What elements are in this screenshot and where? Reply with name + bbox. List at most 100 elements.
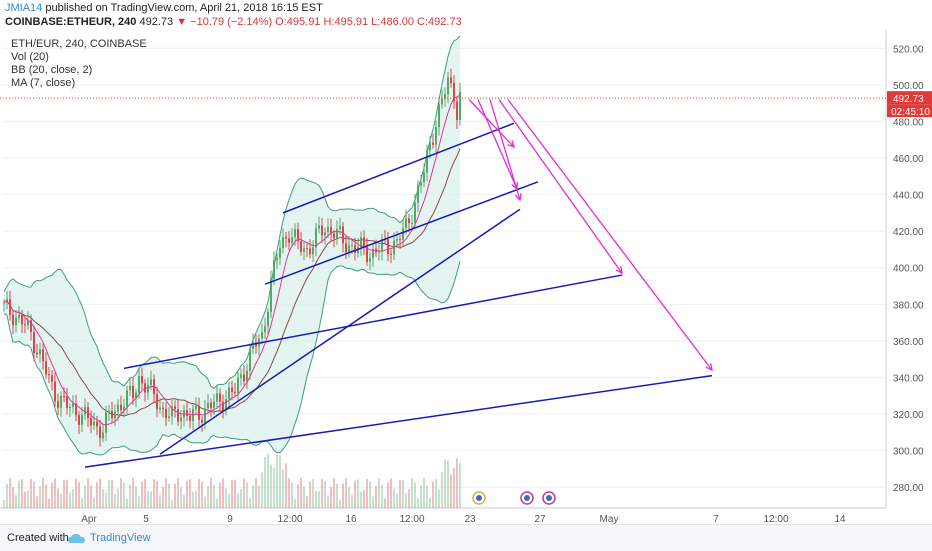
- volume-bar: [138, 496, 140, 508]
- y-tick-label: 460.00: [893, 154, 924, 165]
- volume-bar: [291, 482, 293, 508]
- candle-body: [81, 414, 83, 425]
- candle-body: [168, 416, 170, 419]
- projection-arrow[interactable]: [468, 99, 515, 148]
- down-arrow-icon: ▼: [176, 16, 188, 28]
- candle-body: [240, 374, 242, 378]
- trend-line[interactable]: [123, 274, 623, 370]
- chart-legend: ETH/EUR, 240, COINBASE Vol (20) BB (20, …: [11, 38, 147, 90]
- volume-bar: [276, 454, 278, 508]
- candle-body: [93, 421, 95, 426]
- candle-body: [141, 376, 143, 384]
- candle-body: [459, 91, 461, 121]
- candle-body: [234, 391, 236, 394]
- candle-body: [417, 185, 419, 203]
- candle-body: [48, 374, 50, 376]
- candle-body: [420, 182, 422, 186]
- tradingview-link[interactable]: TradingView: [90, 532, 151, 544]
- volume-bar: [327, 495, 329, 508]
- candle-body: [189, 415, 191, 421]
- volume-bar: [27, 490, 29, 508]
- volume-bar: [450, 474, 452, 508]
- footer-bar: Created with TradingView: [0, 524, 932, 551]
- x-tick-label: May: [600, 514, 619, 524]
- volume-bar: [159, 495, 161, 508]
- volume-bar: [33, 481, 35, 508]
- volume-bar: [321, 479, 323, 508]
- candle-body: [402, 227, 404, 240]
- volume-bar: [174, 483, 176, 508]
- candle-body: [294, 229, 296, 238]
- candle-body: [309, 248, 311, 255]
- candle-body: [201, 419, 203, 423]
- volume-bar: [219, 482, 221, 508]
- candle-body: [264, 326, 266, 333]
- volume-bar: [282, 469, 284, 508]
- candle-body: [21, 314, 23, 325]
- candle-body: [213, 401, 215, 408]
- candle-body: [120, 404, 122, 411]
- volume-bar: [177, 478, 179, 508]
- volume-bar: [108, 479, 110, 508]
- volume-bar: [90, 485, 92, 508]
- volume-bar: [144, 478, 146, 508]
- publish-line: JMIA14 published on TradingView.com, Apr…: [5, 2, 323, 14]
- candle-body: [219, 393, 221, 402]
- author-link[interactable]: JMIA14: [5, 2, 43, 14]
- candle-body: [195, 405, 197, 409]
- volume-bar: [417, 497, 419, 508]
- candle-body: [249, 348, 251, 371]
- volume-bar: [15, 495, 17, 508]
- projection-arrow[interactable]: [477, 99, 518, 190]
- y-tick-label: 380.00: [893, 300, 924, 311]
- volume-bar: [426, 485, 428, 508]
- last-price: 492.73: [139, 16, 174, 28]
- volume-bar: [438, 489, 440, 508]
- volume-bar: [93, 497, 95, 508]
- projection-arrow[interactable]: [498, 99, 623, 274]
- candle-body: [387, 239, 389, 254]
- volume-bar: [42, 478, 44, 508]
- candle-body: [57, 401, 59, 408]
- candle-body: [54, 381, 56, 402]
- volume-bar: [342, 483, 344, 508]
- x-tick-label: 27: [534, 514, 546, 524]
- volume-bar: [267, 453, 269, 508]
- candle-body: [435, 127, 437, 145]
- trend-line[interactable]: [84, 374, 713, 468]
- candle-body: [366, 247, 368, 262]
- candle-body: [252, 342, 254, 349]
- volume-bar: [165, 478, 167, 508]
- candle-body: [36, 352, 38, 355]
- volume-bar: [402, 479, 404, 508]
- price-chart[interactable]: 280.00 300.00 320.00 340.00 360.00 380.00 400.…: [0, 30, 932, 524]
- event-marker-dot: [546, 495, 552, 501]
- volume-bar: [336, 483, 338, 508]
- candle-body: [96, 421, 98, 427]
- trend-line[interactable]: [282, 122, 515, 214]
- candle-body: [27, 320, 29, 326]
- candle-body: [228, 387, 230, 400]
- volume-bar: [60, 493, 62, 508]
- trend-line[interactable]: [159, 208, 521, 455]
- volume-bar: [411, 478, 413, 508]
- event-marker-dot: [524, 495, 530, 501]
- trend-line[interactable]: [264, 181, 539, 285]
- x-tick-label: 23: [464, 514, 476, 524]
- candle-body: [51, 375, 53, 382]
- volume-bar: [333, 478, 335, 508]
- projection-arrow[interactable]: [507, 99, 713, 371]
- candle-body: [177, 409, 179, 422]
- volume-bar: [354, 480, 356, 508]
- volume-bar: [168, 483, 170, 508]
- candle-body: [237, 377, 239, 394]
- volume-bar: [360, 491, 362, 508]
- volume-bar: [123, 482, 125, 508]
- volume-bar: [351, 494, 353, 508]
- candle-body: [12, 314, 14, 326]
- volume-bar: [348, 487, 350, 508]
- countdown-tag-label: 02:45:10: [891, 107, 930, 118]
- projection-arrowhead: [514, 193, 522, 202]
- projection-arrow[interactable]: [489, 99, 521, 201]
- candle-body: [198, 405, 200, 420]
